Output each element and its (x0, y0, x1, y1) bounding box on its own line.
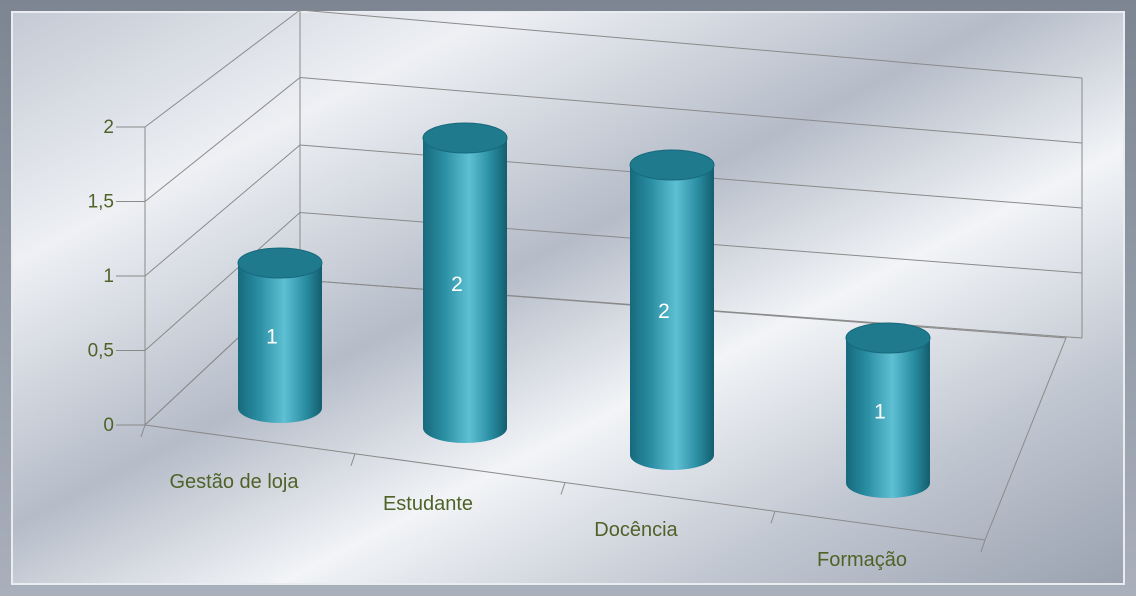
data-label: 1 (266, 326, 278, 349)
data-label: 2 (658, 300, 670, 323)
y-tick-label: 1,5 (88, 192, 114, 213)
data-label: 1 (874, 401, 886, 424)
bar-body (238, 263, 322, 423)
bar-body (630, 165, 714, 470)
x-tick-label: Gestão de loja (170, 471, 300, 493)
bar-body (423, 138, 507, 443)
bar-body (846, 338, 930, 498)
x-tick-label: Estudante (383, 493, 473, 515)
bar-1: 1 (238, 248, 322, 423)
bar-top (423, 123, 507, 153)
bar-top (238, 248, 322, 278)
bar-top (846, 323, 930, 353)
x-tick-label: Formação (817, 549, 907, 571)
data-label: 2 (451, 273, 463, 296)
bar-top (630, 150, 714, 180)
y-tick-label: 2 (103, 117, 114, 138)
bar-4: 1 (846, 323, 930, 498)
y-tick-label: 1 (103, 266, 114, 287)
y-tick-label: 0 (103, 415, 114, 436)
chart-background (12, 12, 1124, 584)
bar-3: 2 (630, 150, 714, 470)
x-tick-label: Docência (594, 519, 678, 541)
y-tick-label: 0,5 (88, 341, 114, 362)
bar-2: 2 (423, 123, 507, 443)
